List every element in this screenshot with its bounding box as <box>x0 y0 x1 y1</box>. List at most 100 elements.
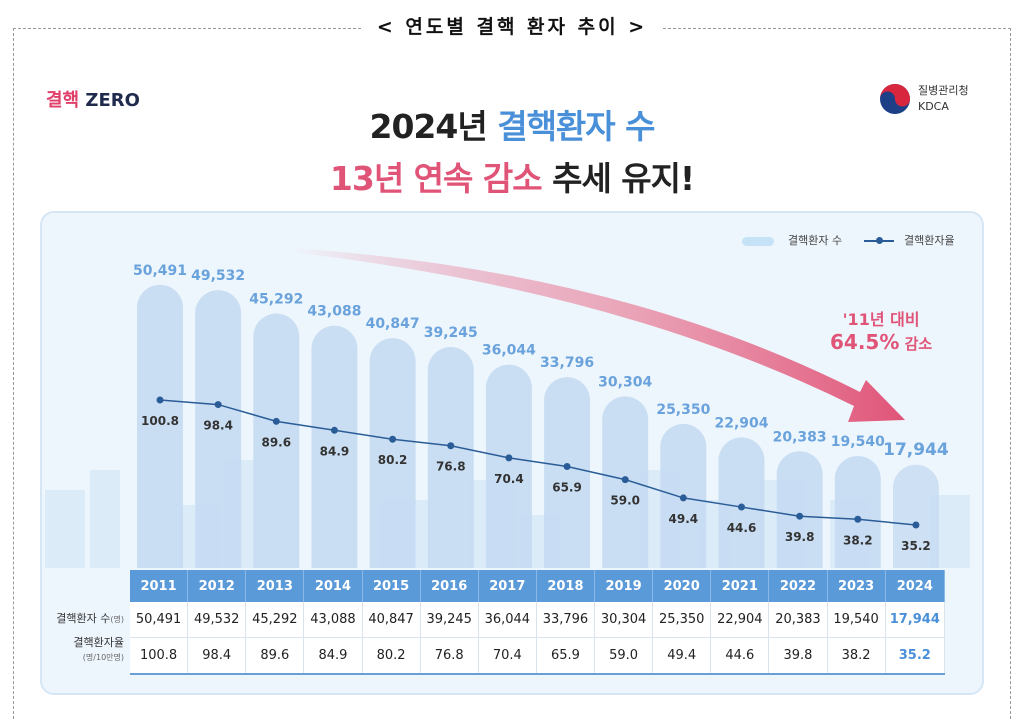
table-count-2014: 43,088 <box>303 602 363 638</box>
rate-point-2018 <box>563 462 571 470</box>
table-count-2022: 20,383 <box>768 602 828 638</box>
rate-line <box>159 399 917 526</box>
table-rate-2016: 76.8 <box>420 637 479 675</box>
rate-label-2013: 89.6 <box>261 435 291 449</box>
rate-label-2016: 76.8 <box>436 460 466 474</box>
rate-point-2024 <box>912 521 920 529</box>
bar-label-2014: 43,088 <box>307 304 361 320</box>
bar-label-2020: 25,350 <box>656 402 710 418</box>
building <box>45 490 85 568</box>
rate-label-2024: 35.2 <box>901 539 931 553</box>
bar-2013 <box>253 313 300 568</box>
table-rate-2019: 59.0 <box>594 637 654 675</box>
bar-label-2011: 50,491 <box>133 263 187 279</box>
rate-label-2012: 98.4 <box>203 419 233 433</box>
table-year-2012: 2012 <box>187 570 247 602</box>
table-rate-2015: 80.2 <box>362 637 421 675</box>
bar-2022 <box>776 451 823 568</box>
table-year-2018: 2018 <box>536 570 596 602</box>
headline-line2: 13년 연속 감소 추세 유지! <box>329 159 695 198</box>
frame-title: < 연도별 결핵 환자 추이 > <box>0 12 1024 39</box>
table-rate-2014: 84.9 <box>303 637 363 675</box>
bar-label-2013: 45,292 <box>249 292 303 308</box>
table-count-2023: 19,540 <box>827 602 886 638</box>
bar-label-2019: 30,304 <box>598 374 652 390</box>
rate-label-2018: 65.9 <box>552 480 582 494</box>
table-count-2011: 50,491 <box>130 602 189 638</box>
rate-point-2017 <box>505 454 513 462</box>
bar-2012 <box>195 290 242 568</box>
bar-2015 <box>369 338 416 568</box>
table-count-2017: 36,044 <box>478 602 537 638</box>
legend-bar: 결핵환자 수 <box>742 232 842 248</box>
table-count-2018: 33,796 <box>536 602 596 638</box>
table-rate-2022: 39.8 <box>768 637 828 675</box>
rate-label-2019: 59.0 <box>610 494 640 508</box>
bar-label-2016: 39,245 <box>424 325 478 341</box>
rate-label-2017: 70.4 <box>494 472 524 486</box>
legend-line: 결핵환자율 <box>864 232 955 248</box>
bar-2014 <box>311 325 358 568</box>
table-count-2020: 25,350 <box>652 602 712 638</box>
table-count-2016: 39,245 <box>420 602 479 638</box>
table-year-2021: 2021 <box>710 570 770 602</box>
rate-label-2015: 80.2 <box>378 453 408 467</box>
rate-point-2015 <box>389 435 397 443</box>
table-count-2012: 49,532 <box>187 602 247 638</box>
bar-2016 <box>427 346 474 568</box>
row-label-rate: 결핵환자율 (명/10만명) <box>73 636 124 662</box>
table-rate-2017: 70.4 <box>478 637 537 675</box>
bar-2024 <box>892 464 939 568</box>
rate-label-2022: 39.8 <box>785 530 815 544</box>
bar-2023 <box>834 455 881 568</box>
legend-bar-swatch <box>742 236 774 246</box>
table-year-2023: 2023 <box>827 570 886 602</box>
bar-label-2023: 19,540 <box>831 434 885 450</box>
table-count-2015: 40,847 <box>362 602 421 638</box>
table-year-2024: 2024 <box>885 570 946 602</box>
table-year-2014: 2014 <box>303 570 363 602</box>
bar-label-2015: 40,847 <box>366 316 420 332</box>
headline-line1: 2024년 결핵환자 수 <box>369 107 656 146</box>
bar-label-2017: 36,044 <box>482 343 536 359</box>
reduction-callout: '11년 대비 64.5% 감소 <box>830 310 933 354</box>
building <box>90 470 120 568</box>
rate-point-2012 <box>214 401 222 409</box>
rate-point-2022 <box>796 512 804 520</box>
bar-label-2024: 17,944 <box>883 440 949 460</box>
rate-point-2020 <box>679 494 687 502</box>
table-rate-2023: 38.2 <box>827 637 886 675</box>
bar-label-2018: 33,796 <box>540 355 594 371</box>
bar-label-2021: 22,904 <box>714 415 768 431</box>
rate-point-2011 <box>156 396 164 404</box>
rate-label-2020: 49.4 <box>669 512 699 526</box>
table-year-2013: 2013 <box>245 570 305 602</box>
table-count-2019: 30,304 <box>594 602 654 638</box>
bar-label-2012: 49,532 <box>191 268 245 284</box>
table-count-2024: 17,944 <box>885 602 946 638</box>
taegeuk-icon <box>880 84 910 114</box>
table-year-2017: 2017 <box>478 570 537 602</box>
bar-2021 <box>718 437 765 568</box>
kdca-logo: 질병관리청 KDCA <box>878 82 969 116</box>
rate-point-2023 <box>854 515 862 523</box>
table-rate-2012: 98.4 <box>187 637 247 675</box>
bar-2018 <box>544 377 591 568</box>
table-year-2020: 2020 <box>652 570 712 602</box>
rate-point-2021 <box>738 503 745 511</box>
table-count-2021: 22,904 <box>710 602 770 638</box>
table-rate-2020: 49.4 <box>652 637 712 675</box>
rate-label-2011: 100.8 <box>141 414 179 428</box>
table-year-2011: 2011 <box>130 570 189 602</box>
rate-point-2016 <box>447 442 455 450</box>
bar-2017 <box>485 364 532 568</box>
rate-label-2014: 84.9 <box>320 444 350 458</box>
table-year-2019: 2019 <box>594 570 654 602</box>
bar-label-2022: 20,383 <box>773 429 827 445</box>
rate-label-2023: 38.2 <box>843 533 873 547</box>
table-rate-2018: 65.9 <box>536 637 596 675</box>
table-rate-2021: 44.6 <box>710 637 770 675</box>
table-year-2015: 2015 <box>362 570 421 602</box>
rate-point-2014 <box>330 426 338 434</box>
